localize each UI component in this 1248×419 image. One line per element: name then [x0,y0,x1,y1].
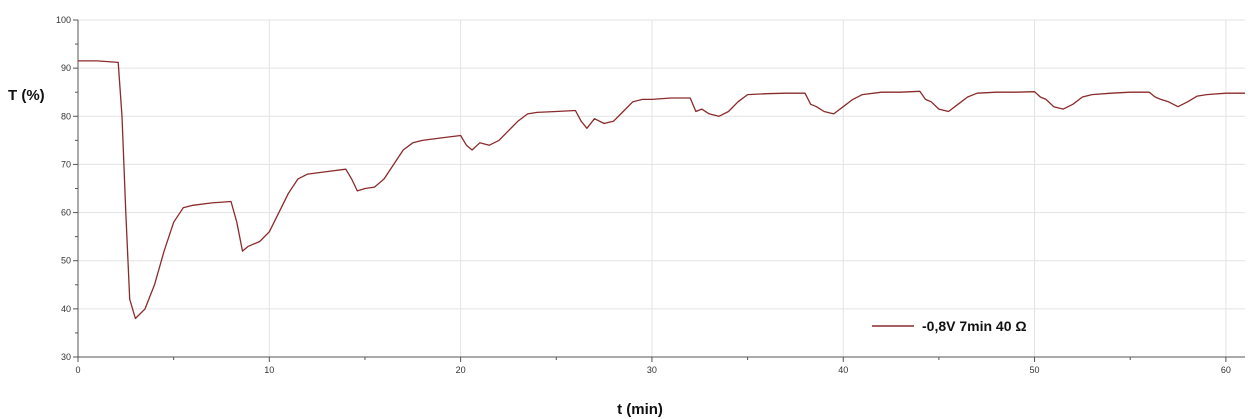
y-tick-label: 70 [61,159,71,169]
x-tick-label: 10 [264,365,274,375]
x-tick-label: 50 [1030,365,1040,375]
y-tick-label: 30 [61,352,71,362]
y-tick-label: 50 [61,256,71,266]
x-axis-ticks: 0 10 20 30 40 50 60 [75,357,1231,375]
x-axis-title: t (min) [617,401,663,418]
y-axis-title: T (%) [8,87,45,104]
x-tick-label: 0 [75,365,80,375]
series-group [78,60,1245,320]
legend: -0,8V 7min 40 Ω [872,318,1027,334]
legend-label: -0,8V 7min 40 Ω [922,318,1027,334]
grid-lines [78,19,1245,357]
y-tick-label: 80 [61,111,71,121]
x-tick-label: 30 [647,365,657,375]
series-line-0 [78,60,1245,320]
x-tick-label: 40 [838,365,848,375]
y-axis-ticks: 30 40 50 60 70 80 90 100 [56,15,78,362]
y-tick-label: 100 [56,15,71,25]
y-tick-label: 40 [61,304,71,314]
x-tick-label: 20 [456,365,466,375]
y-tick-label: 90 [61,63,71,73]
y-tick-label: 60 [61,208,71,218]
axes [77,20,1245,358]
x-tick-label: 60 [1221,365,1231,375]
